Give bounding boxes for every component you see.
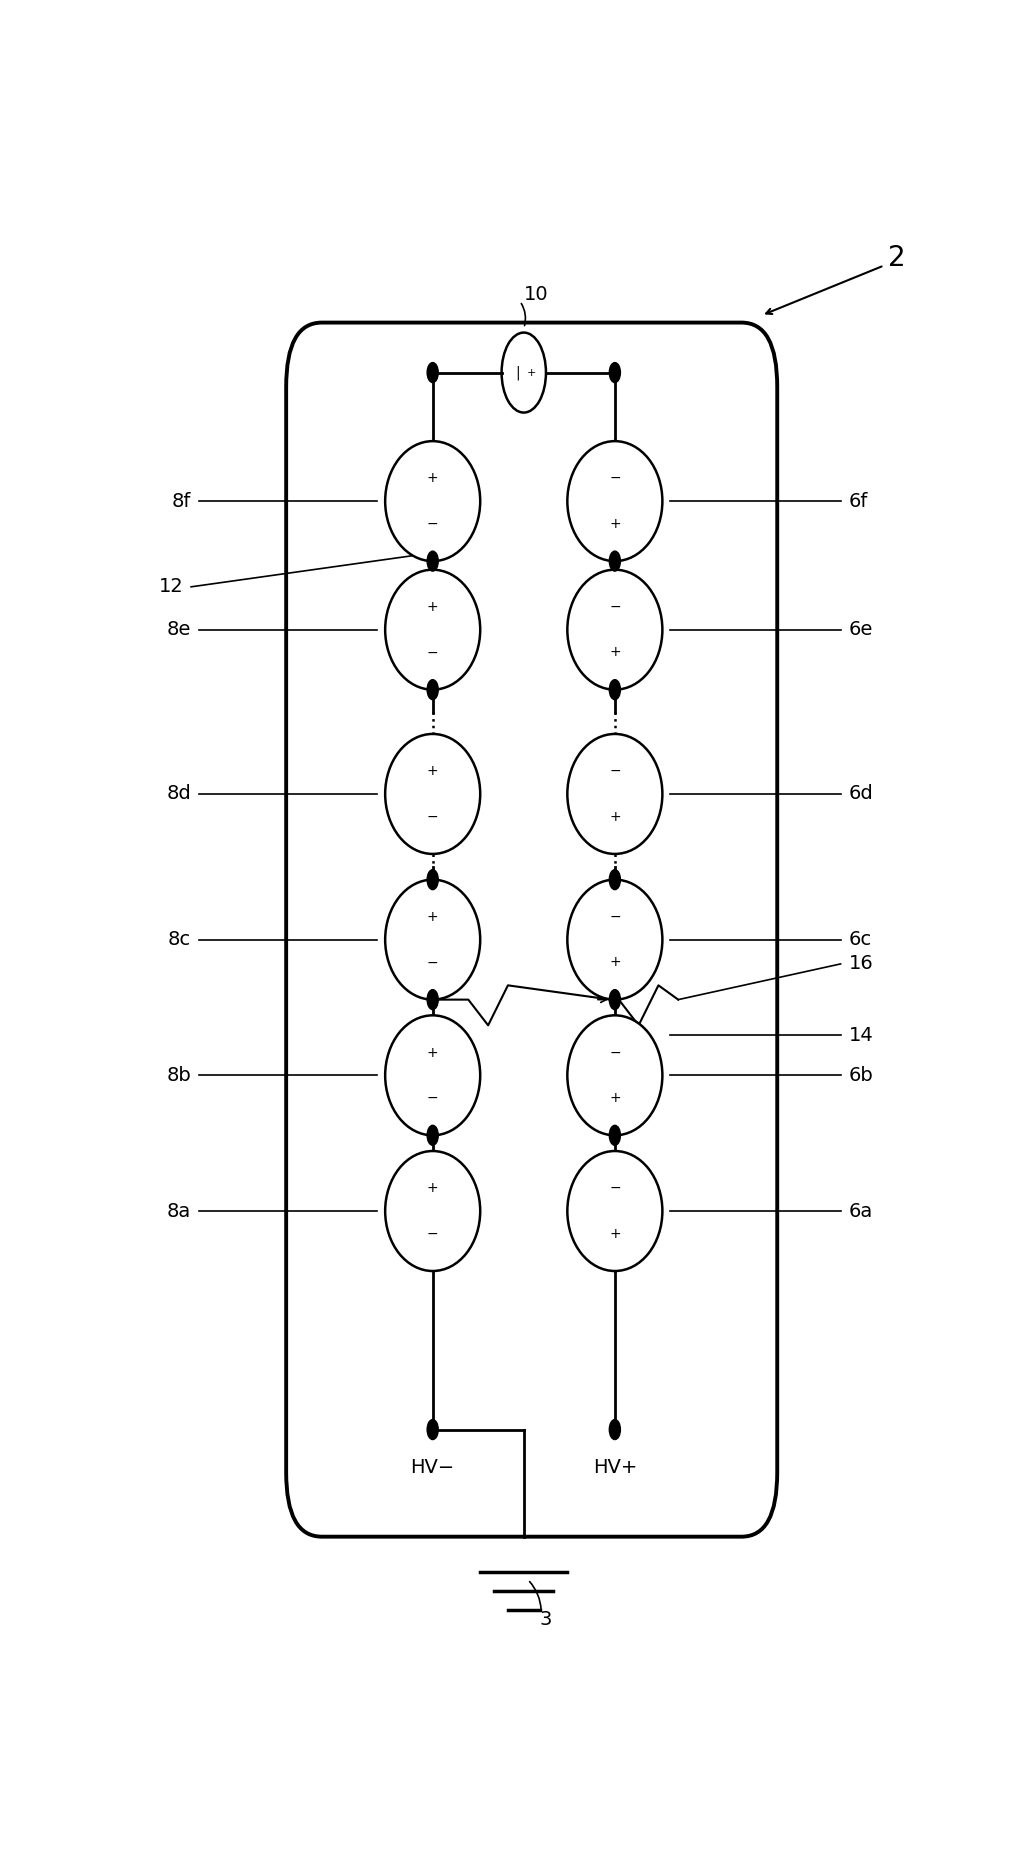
Ellipse shape	[567, 569, 662, 690]
Text: 8a: 8a	[167, 1202, 191, 1221]
Circle shape	[609, 1419, 620, 1439]
Text: +: +	[427, 471, 438, 486]
Circle shape	[427, 551, 438, 571]
Text: +: +	[427, 1046, 438, 1059]
Ellipse shape	[385, 879, 480, 1000]
Circle shape	[609, 1126, 620, 1145]
Ellipse shape	[567, 1015, 662, 1135]
Text: 2: 2	[888, 245, 905, 273]
Text: 8f: 8f	[172, 492, 191, 510]
Text: −: −	[609, 599, 620, 614]
Text: 8e: 8e	[167, 620, 191, 640]
Ellipse shape	[385, 441, 480, 560]
Text: −: −	[427, 1226, 438, 1241]
Circle shape	[609, 989, 620, 1009]
Text: −: −	[609, 909, 620, 924]
Text: 8c: 8c	[168, 929, 191, 950]
Text: |: |	[515, 365, 520, 380]
Text: +: +	[609, 1226, 620, 1241]
Text: −: −	[609, 1046, 620, 1059]
Text: 14: 14	[848, 1026, 873, 1044]
Circle shape	[427, 870, 438, 890]
Ellipse shape	[567, 879, 662, 1000]
Text: HV−: HV−	[411, 1458, 455, 1477]
Text: 8d: 8d	[167, 785, 191, 803]
Text: +: +	[427, 1182, 438, 1195]
Ellipse shape	[385, 735, 480, 853]
Ellipse shape	[567, 735, 662, 853]
Text: −: −	[427, 518, 438, 531]
Text: −: −	[609, 764, 620, 777]
Ellipse shape	[385, 1150, 480, 1271]
Circle shape	[609, 679, 620, 699]
Text: +: +	[609, 955, 620, 970]
Circle shape	[427, 679, 438, 699]
Text: +: +	[609, 811, 620, 824]
Text: +: +	[609, 1091, 620, 1106]
Text: +: +	[527, 367, 537, 378]
Text: 6e: 6e	[848, 620, 873, 640]
Text: −: −	[427, 811, 438, 824]
Text: 6b: 6b	[848, 1067, 873, 1085]
Ellipse shape	[567, 441, 662, 560]
Text: 6f: 6f	[848, 492, 868, 510]
Circle shape	[427, 1419, 438, 1439]
FancyBboxPatch shape	[286, 323, 777, 1536]
Text: +: +	[427, 764, 438, 777]
Text: +: +	[427, 909, 438, 924]
Text: 8b: 8b	[167, 1067, 191, 1085]
Circle shape	[609, 551, 620, 571]
Text: 10: 10	[524, 284, 549, 304]
Text: −: −	[609, 471, 620, 486]
Text: 6c: 6c	[848, 929, 872, 950]
Circle shape	[427, 362, 438, 382]
Text: 3: 3	[540, 1610, 552, 1629]
Text: −: −	[427, 955, 438, 970]
Text: −: −	[427, 646, 438, 660]
Text: 16: 16	[848, 955, 873, 974]
Text: HV+: HV+	[593, 1458, 637, 1477]
Circle shape	[609, 362, 620, 382]
Text: 6d: 6d	[848, 785, 873, 803]
Text: −: −	[427, 1091, 438, 1106]
Text: −: −	[609, 1182, 620, 1195]
Ellipse shape	[567, 1150, 662, 1271]
Ellipse shape	[385, 569, 480, 690]
Circle shape	[427, 989, 438, 1009]
Text: 6a: 6a	[848, 1202, 873, 1221]
Text: +: +	[609, 646, 620, 660]
Circle shape	[427, 1126, 438, 1145]
Text: 12: 12	[158, 577, 183, 595]
Ellipse shape	[385, 1015, 480, 1135]
Text: +: +	[427, 599, 438, 614]
Circle shape	[609, 870, 620, 890]
Text: +: +	[609, 518, 620, 531]
